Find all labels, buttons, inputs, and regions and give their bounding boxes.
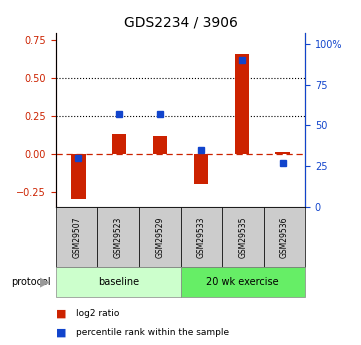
Text: 20 wk exercise: 20 wk exercise bbox=[206, 277, 279, 287]
Text: GSM29529: GSM29529 bbox=[155, 217, 164, 258]
Text: GSM29535: GSM29535 bbox=[238, 216, 247, 258]
Bar bbox=[153, 136, 167, 154]
Text: ▶: ▶ bbox=[40, 276, 50, 288]
Text: GSM29536: GSM29536 bbox=[280, 216, 289, 258]
Text: GSM29533: GSM29533 bbox=[197, 216, 206, 258]
Bar bbox=[235, 54, 249, 154]
Text: percentile rank within the sample: percentile rank within the sample bbox=[76, 328, 229, 337]
Bar bbox=[112, 134, 126, 154]
Text: GSM29507: GSM29507 bbox=[72, 216, 81, 258]
Text: GDS2234 / 3906: GDS2234 / 3906 bbox=[123, 16, 238, 30]
Text: GSM29523: GSM29523 bbox=[114, 217, 123, 258]
Text: log2 ratio: log2 ratio bbox=[76, 309, 119, 318]
Bar bbox=[275, 152, 290, 154]
Text: baseline: baseline bbox=[98, 277, 139, 287]
Text: protocol: protocol bbox=[11, 277, 51, 287]
Bar bbox=[194, 154, 208, 184]
Text: ■: ■ bbox=[56, 309, 66, 319]
Bar bbox=[71, 154, 86, 199]
Text: ■: ■ bbox=[56, 328, 66, 338]
